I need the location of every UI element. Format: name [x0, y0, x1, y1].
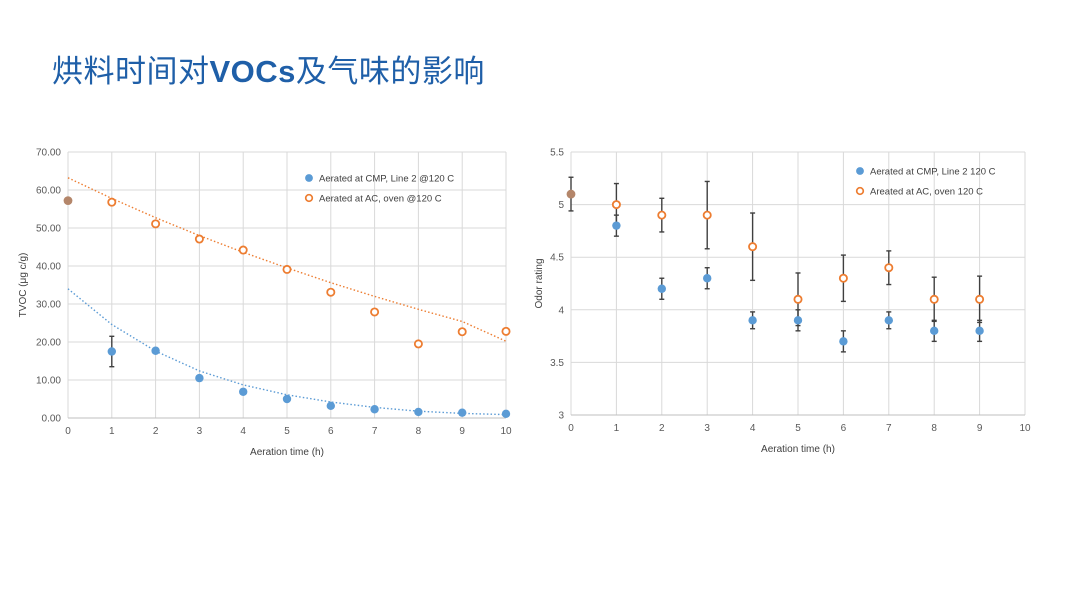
odor-point-series-1	[975, 294, 985, 304]
tvoc-point-series-0	[414, 407, 423, 417]
tvoc-y-tick-label: 30.00	[36, 300, 61, 311]
odor-legend-marker-0	[856, 167, 864, 175]
tvoc-point-series-0	[501, 409, 511, 419]
odor-x-axis-title: Aeration time (h)	[761, 444, 835, 455]
odor-x-tick-label: 0	[568, 423, 574, 434]
tvoc-point-series-1	[501, 326, 511, 336]
odor-legend-label-1: Areated at AC, oven 120 C	[870, 187, 983, 198]
tvoc-point-series-1	[457, 327, 467, 337]
tvoc-x-axis-title: Aeration time (h)	[250, 447, 324, 458]
odor-x-tick-label: 6	[841, 423, 847, 434]
tvoc-point-series-1	[151, 219, 161, 229]
odor-point-series-1	[838, 273, 848, 283]
tvoc-y-tick-label: 50.00	[36, 224, 61, 235]
odor-y-axis-title: Odor rating	[534, 258, 545, 308]
odor-x-tick-label: 3	[704, 423, 710, 434]
tvoc-point-series-0	[282, 394, 292, 404]
odor-x-tick-label: 9	[977, 423, 983, 434]
odor-point-series-0	[793, 316, 803, 325]
tvoc-x-tick-label: 10	[500, 426, 512, 437]
odor-legend-marker-1	[855, 186, 865, 196]
odor-legend-label-0: Aerated at CMP, Line 2 120 C	[870, 167, 996, 178]
odor-point-series-0	[612, 221, 621, 230]
tvoc-x-tick-label: 9	[459, 426, 465, 437]
odor-x-tick-label: 2	[659, 423, 665, 434]
tvoc-legend-label-1: Aerated at AC, oven @120 C	[319, 194, 442, 205]
tvoc-start-point	[63, 196, 73, 206]
tvoc-point-series-1	[238, 245, 248, 255]
tvoc-x-tick-label: 2	[153, 426, 159, 437]
tvoc-x-tick-label: 4	[240, 426, 246, 437]
slide-title-prefix: 烘料时间对	[52, 54, 210, 90]
odor-point-series-0	[748, 316, 757, 325]
odor-point-series-0	[975, 326, 984, 336]
odor-y-tick-label: 3.5	[550, 358, 564, 369]
tvoc-point-series-0	[195, 373, 204, 383]
tvoc-x-tick-label: 7	[372, 426, 378, 437]
tvoc-point-series-1	[282, 264, 292, 274]
odor-point-series-1	[702, 210, 712, 220]
odor-y-tick-label: 4	[558, 305, 564, 316]
tvoc-point-series-1	[413, 339, 423, 349]
odor-x-tick-label: 1	[614, 423, 620, 434]
tvoc-legend-marker-1	[304, 193, 314, 203]
tvoc-legend-marker-0	[305, 174, 313, 182]
slide-title: 烘料时间对VOCs及气味的影响	[52, 46, 485, 91]
odor-point-series-0	[839, 337, 848, 346]
slide-title-suffix: 及气味的影响	[295, 54, 485, 90]
tvoc-y-tick-label: 60.00	[36, 186, 61, 197]
tvoc-x-tick-label: 1	[109, 426, 115, 437]
tvoc-point-series-0	[458, 408, 467, 417]
odor-y-tick-label: 5.5	[550, 148, 564, 159]
tvoc-y-axis-title: TVOC (μg c/g)	[18, 253, 29, 318]
odor-point-series-1	[748, 242, 758, 252]
odor-y-tick-label: 4.5	[550, 253, 564, 264]
odor-point-series-0	[930, 326, 939, 336]
tvoc-point-series-1	[194, 234, 204, 244]
odor-x-tick-label: 8	[931, 423, 937, 434]
tvoc-point-series-1	[370, 307, 380, 317]
tvoc-x-tick-label: 3	[197, 426, 203, 437]
odor-point-series-0	[703, 274, 712, 283]
tvoc-x-tick-label: 8	[416, 426, 422, 437]
odor-point-series-1	[611, 200, 621, 210]
tvoc-x-tick-label: 5	[284, 426, 290, 437]
odor-point-series-1	[657, 210, 667, 220]
odor-point-series-1	[793, 294, 803, 304]
odor-x-tick-label: 10	[1019, 423, 1031, 434]
tvoc-y-tick-label: 20.00	[36, 338, 61, 349]
tvoc-y-tick-label: 70.00	[36, 148, 61, 159]
odor-x-tick-label: 5	[795, 423, 801, 434]
slide-title-latin: VOCs	[209, 54, 296, 89]
tvoc-x-tick-label: 6	[328, 426, 334, 437]
odor-point-series-1	[929, 294, 939, 304]
tvoc-y-tick-label: 10.00	[36, 376, 61, 387]
odor-y-tick-label: 5	[558, 200, 564, 211]
tvoc-point-series-0	[151, 346, 160, 355]
tvoc-legend-label-0: Aerated at CMP, Line 2 @120 C	[319, 174, 454, 185]
tvoc-point-series-0	[239, 387, 248, 396]
odor-point-series-1	[884, 263, 894, 273]
tvoc-point-series-0	[326, 401, 335, 411]
odor-x-tick-label: 7	[886, 423, 892, 434]
tvoc-point-series-0	[370, 405, 379, 414]
tvoc-x-tick-label: 0	[65, 426, 71, 437]
tvoc-point-series-1	[107, 197, 117, 207]
tvoc-point-series-1	[326, 287, 336, 297]
odor-y-tick-label: 3	[558, 411, 564, 422]
tvoc-point-series-0	[107, 347, 117, 356]
tvoc-y-tick-label: 0.00	[42, 414, 62, 425]
odor-start-point	[566, 189, 576, 199]
odor-point-series-0	[884, 316, 893, 325]
tvoc-y-tick-label: 40.00	[36, 262, 61, 273]
odor-point-series-0	[657, 284, 666, 293]
odor-x-tick-label: 4	[750, 423, 756, 434]
